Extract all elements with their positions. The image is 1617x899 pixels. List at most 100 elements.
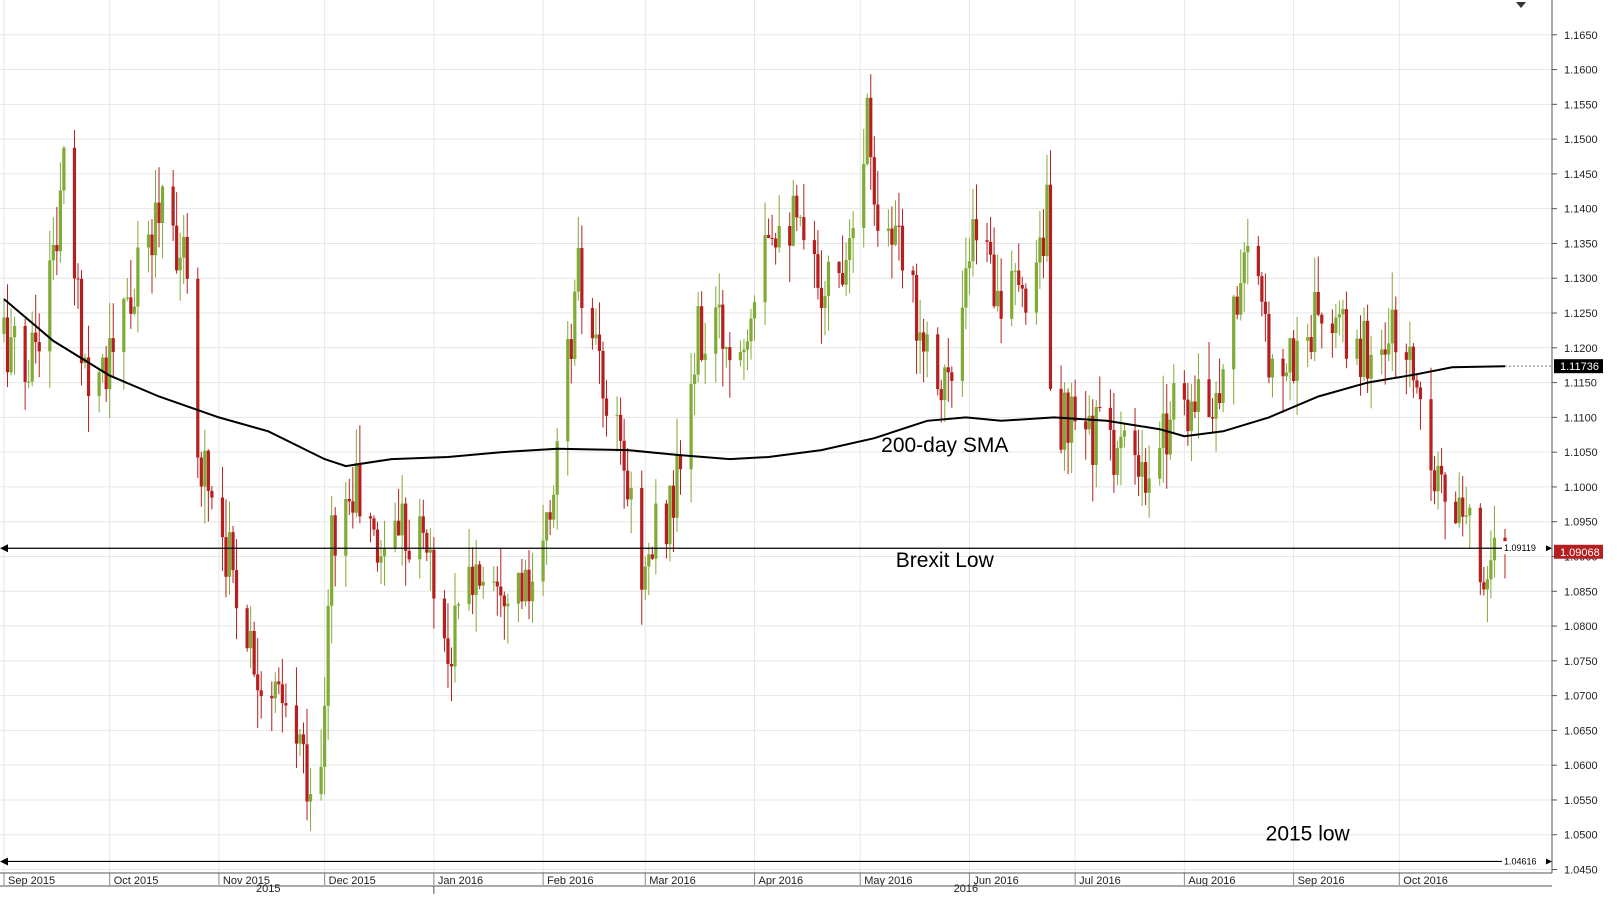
candle-up: [1468, 507, 1472, 516]
candle-down: [432, 549, 436, 599]
candle-down: [499, 586, 503, 596]
y-tick-label: 1.1650: [1564, 30, 1598, 42]
price-tag: [1554, 359, 1603, 374]
candle-down: [728, 347, 732, 361]
candle-up: [182, 236, 186, 258]
candle-down: [1182, 383, 1186, 400]
candle-down: [1091, 415, 1095, 465]
candle-up: [689, 383, 693, 470]
candle-down: [1020, 284, 1024, 289]
candle-down: [1358, 338, 1363, 377]
y-tick-label: 1.0850: [1564, 586, 1598, 598]
candle-down: [55, 245, 59, 252]
candle-up: [319, 766, 323, 795]
candle-up: [745, 341, 750, 350]
y-tick-label: 1.1600: [1564, 65, 1598, 77]
candle-up: [1369, 354, 1373, 379]
candle-down: [1041, 237, 1046, 256]
candle-up: [573, 291, 577, 359]
candle-up: [960, 307, 964, 381]
candle-down: [23, 325, 27, 383]
candle-down: [774, 238, 778, 248]
candle-down: [358, 463, 362, 517]
candle-down: [1365, 320, 1370, 379]
candle-down: [1404, 352, 1408, 360]
candle-down: [1263, 301, 1268, 314]
y-tick-label: 1.1400: [1564, 204, 1598, 216]
annotation-text: 200-day SMA: [881, 434, 1008, 457]
candle-down: [375, 529, 380, 563]
candle-up: [1062, 392, 1067, 450]
candle-up: [742, 349, 746, 353]
candle-down: [256, 674, 260, 691]
candle-up: [668, 485, 672, 545]
candle-down: [1210, 417, 1215, 419]
candle-up: [1232, 296, 1236, 370]
annotation-text: Brexit Low: [896, 549, 995, 572]
grid-lines: [0, 0, 1552, 873]
candle-down: [284, 703, 288, 706]
candle-down: [766, 235, 771, 238]
candle-up: [1168, 419, 1172, 455]
candle-up: [136, 247, 140, 307]
candle-down: [471, 566, 475, 595]
candle-down: [502, 595, 506, 607]
candle-up: [541, 540, 545, 582]
candle-down: [1207, 379, 1211, 418]
y-tick-label: 1.1000: [1564, 482, 1598, 494]
candle-down: [527, 569, 531, 602]
level-label-bg: [1502, 541, 1546, 555]
candle-up: [330, 515, 334, 606]
candle-down: [650, 554, 654, 559]
candle-down: [872, 157, 876, 205]
candle-down: [1256, 245, 1260, 277]
candle-down: [795, 195, 799, 218]
candle-down: [1267, 313, 1271, 378]
candle-down: [1260, 276, 1264, 302]
candle-up: [964, 268, 968, 308]
candles: [2, 74, 1507, 832]
candle-down: [1133, 430, 1137, 456]
candle-up: [1094, 407, 1098, 465]
candle-up: [1239, 283, 1243, 315]
candle-down: [1024, 288, 1028, 313]
candle-up: [178, 257, 182, 271]
x-tick-label: Sep 2016: [1298, 875, 1345, 887]
candle-down: [397, 520, 401, 536]
candle-down: [206, 450, 210, 491]
candle-up: [693, 374, 697, 384]
candle-up: [545, 512, 549, 541]
candle-down: [1394, 309, 1398, 353]
y-tick-label: 1.0550: [1564, 795, 1598, 807]
x-tick-label: Oct 2015: [114, 875, 159, 887]
candle-up: [1038, 237, 1042, 263]
candle-up: [30, 332, 34, 382]
candle-down: [1017, 270, 1021, 285]
candle-up: [203, 450, 207, 487]
candle-down: [1098, 407, 1102, 409]
y-tick-label: 1.1300: [1564, 273, 1598, 285]
candle-up: [1313, 292, 1317, 352]
x-tick-label: Jan 2016: [438, 875, 483, 887]
candle-up: [1010, 270, 1014, 319]
candle-down: [664, 503, 669, 545]
candle-down: [1316, 292, 1320, 315]
candle-up: [9, 337, 13, 373]
candle-up: [62, 147, 66, 191]
candle-up: [703, 353, 707, 360]
candle-up: [1284, 372, 1289, 377]
y-tick-label: 1.0600: [1564, 760, 1598, 772]
x-tick-label: Sep 2015: [8, 875, 55, 887]
candle-down: [770, 237, 774, 239]
candle-up: [474, 564, 478, 595]
candle-up: [893, 225, 898, 245]
candle-up: [823, 296, 827, 309]
candle-up: [516, 572, 521, 604]
y-tick-label: 1.1250: [1564, 308, 1598, 320]
candle-up: [552, 494, 556, 520]
level-label: 1.09119: [1504, 543, 1536, 553]
candle-down: [812, 240, 816, 255]
candle-up: [400, 503, 404, 536]
candle-up: [1013, 270, 1017, 272]
candle-up: [2, 317, 6, 334]
